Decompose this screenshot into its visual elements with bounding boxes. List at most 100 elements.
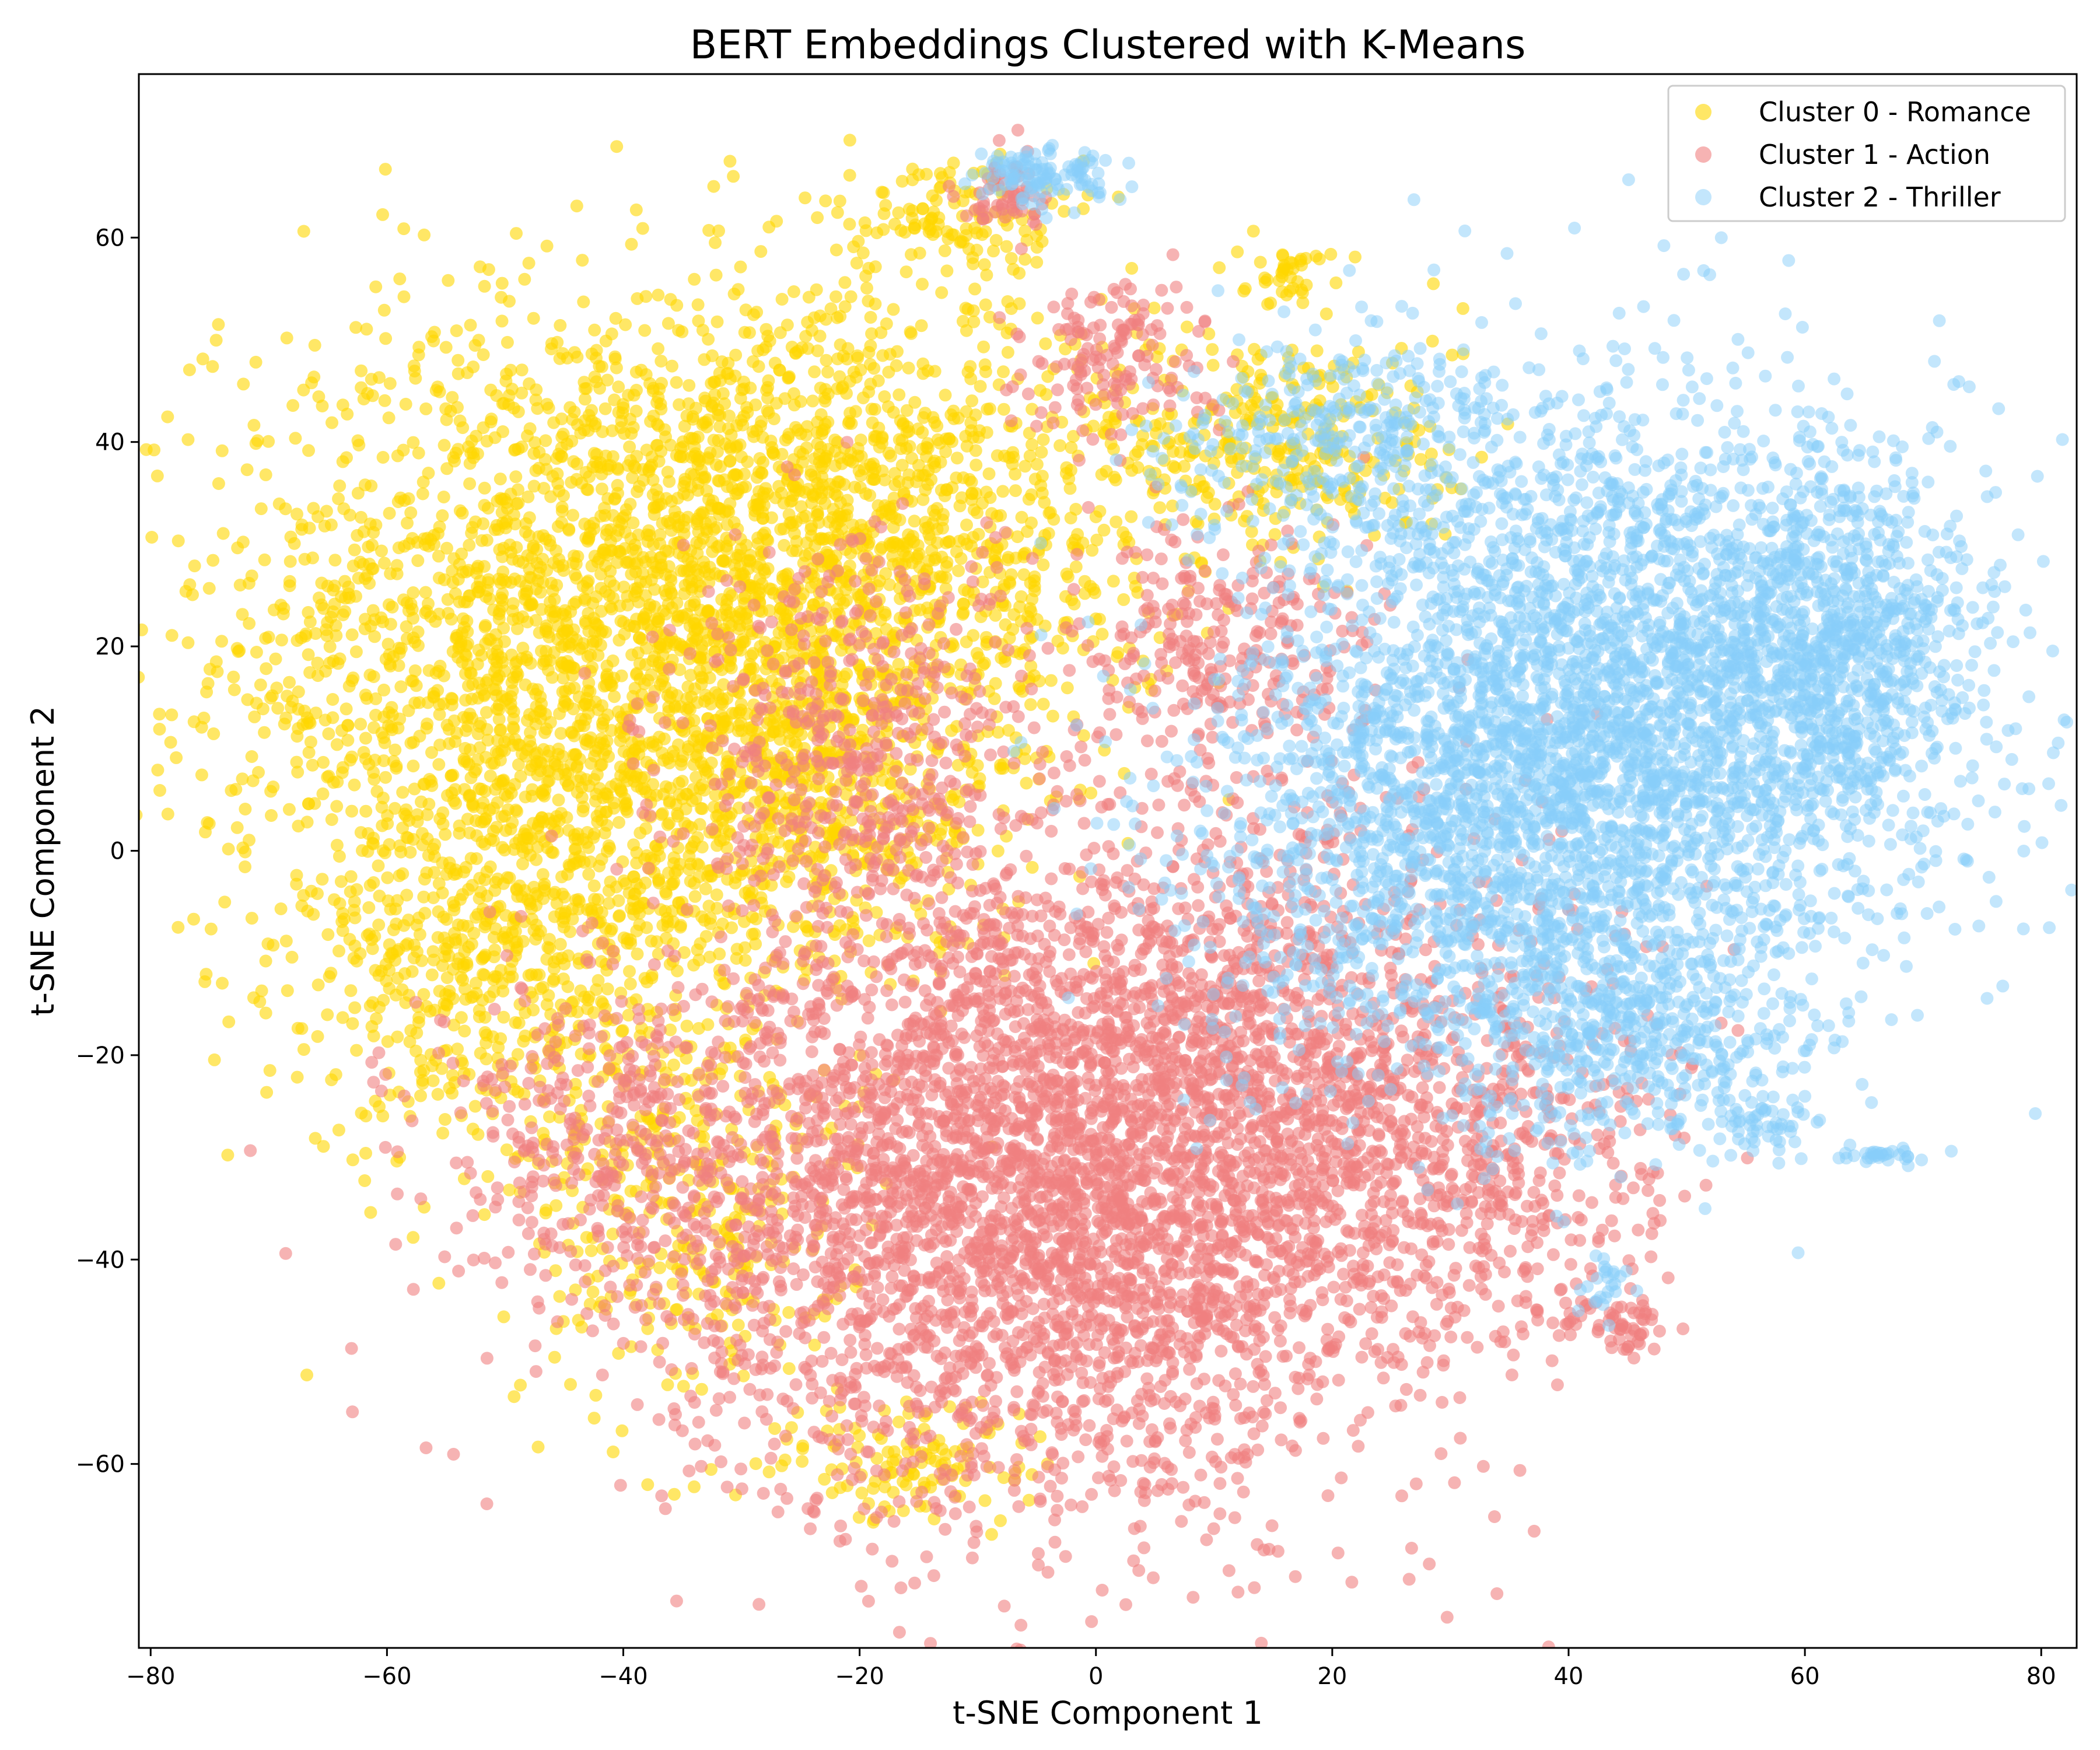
data-point (811, 344, 824, 358)
data-point (164, 736, 177, 749)
data-point (758, 566, 772, 579)
data-point (734, 391, 747, 405)
data-point (458, 755, 471, 768)
data-point (661, 514, 674, 528)
data-point (297, 225, 310, 238)
data-point (301, 904, 314, 918)
data-point (474, 260, 487, 274)
data-point (463, 477, 477, 491)
data-point (361, 387, 374, 400)
data-point (584, 649, 597, 662)
data-point (639, 589, 652, 602)
data-point (629, 668, 643, 681)
data-point (345, 628, 359, 642)
data-point (607, 1446, 620, 1458)
data-point (211, 665, 224, 678)
data-point (346, 671, 360, 685)
data-point (440, 999, 454, 1012)
data-point (233, 579, 247, 592)
data-point (533, 446, 546, 459)
data-point (396, 786, 410, 799)
data-point (495, 290, 508, 304)
data-point (403, 1035, 416, 1048)
data-point (386, 600, 399, 614)
data-point (978, 656, 991, 670)
data-point (385, 701, 398, 714)
data-point (670, 449, 683, 462)
data-point (818, 532, 831, 545)
data-point (653, 640, 667, 654)
data-point (440, 413, 453, 426)
data-point (712, 224, 725, 237)
data-point (701, 765, 715, 778)
data-point (612, 524, 625, 537)
data-point (734, 260, 747, 274)
data-point (599, 334, 612, 348)
data-point (473, 892, 486, 905)
data-point (1020, 525, 1034, 538)
data-point (514, 1378, 527, 1392)
data-point (761, 330, 775, 343)
data-point (383, 838, 396, 851)
data-point (652, 874, 665, 888)
data-point (305, 376, 318, 390)
data-point (558, 890, 571, 904)
data-point (280, 331, 293, 345)
data-point (643, 377, 656, 390)
data-point (969, 444, 982, 457)
data-point (397, 593, 410, 607)
data-point (455, 547, 468, 561)
data-point (498, 932, 511, 946)
data-point (587, 612, 600, 625)
data-point (274, 598, 288, 612)
data-point (799, 549, 812, 562)
data-point (465, 527, 478, 540)
data-point (727, 516, 741, 529)
data-point (805, 324, 818, 337)
data-point (950, 545, 963, 558)
data-point (542, 765, 556, 778)
data-point (408, 664, 422, 677)
data-point (208, 1053, 221, 1066)
data-point (456, 974, 470, 987)
data-point (1046, 709, 1059, 723)
data-point (195, 768, 208, 782)
data-point (811, 505, 824, 519)
data-point (710, 888, 723, 901)
data-point (819, 194, 832, 208)
data-point (843, 134, 856, 147)
data-point (283, 676, 296, 689)
data-point (729, 468, 743, 481)
data-point (230, 642, 244, 655)
data-point (282, 803, 296, 816)
data-point (390, 760, 403, 773)
data-point (943, 432, 956, 445)
data-point (446, 576, 460, 589)
data-point (624, 977, 637, 991)
data-point (539, 434, 552, 447)
data-point (379, 332, 393, 345)
data-point (983, 402, 996, 415)
data-point (548, 593, 561, 606)
data-point (661, 466, 674, 479)
data-point (955, 491, 968, 505)
data-point (639, 642, 653, 655)
data-point (472, 334, 485, 347)
data-point (317, 755, 330, 769)
data-point (747, 430, 761, 443)
data-point (433, 708, 446, 721)
data-point (555, 516, 568, 530)
data-point (236, 772, 249, 786)
data-point (410, 918, 424, 932)
data-point (379, 771, 392, 784)
data-point (230, 821, 244, 834)
data-point (377, 993, 390, 1007)
data-point (332, 1124, 345, 1137)
data-point (461, 813, 474, 826)
data-point (480, 706, 493, 719)
data-point (996, 485, 1010, 498)
data-point (264, 785, 278, 798)
data-point (559, 685, 572, 698)
data-point (928, 454, 942, 468)
data-point (558, 638, 571, 652)
